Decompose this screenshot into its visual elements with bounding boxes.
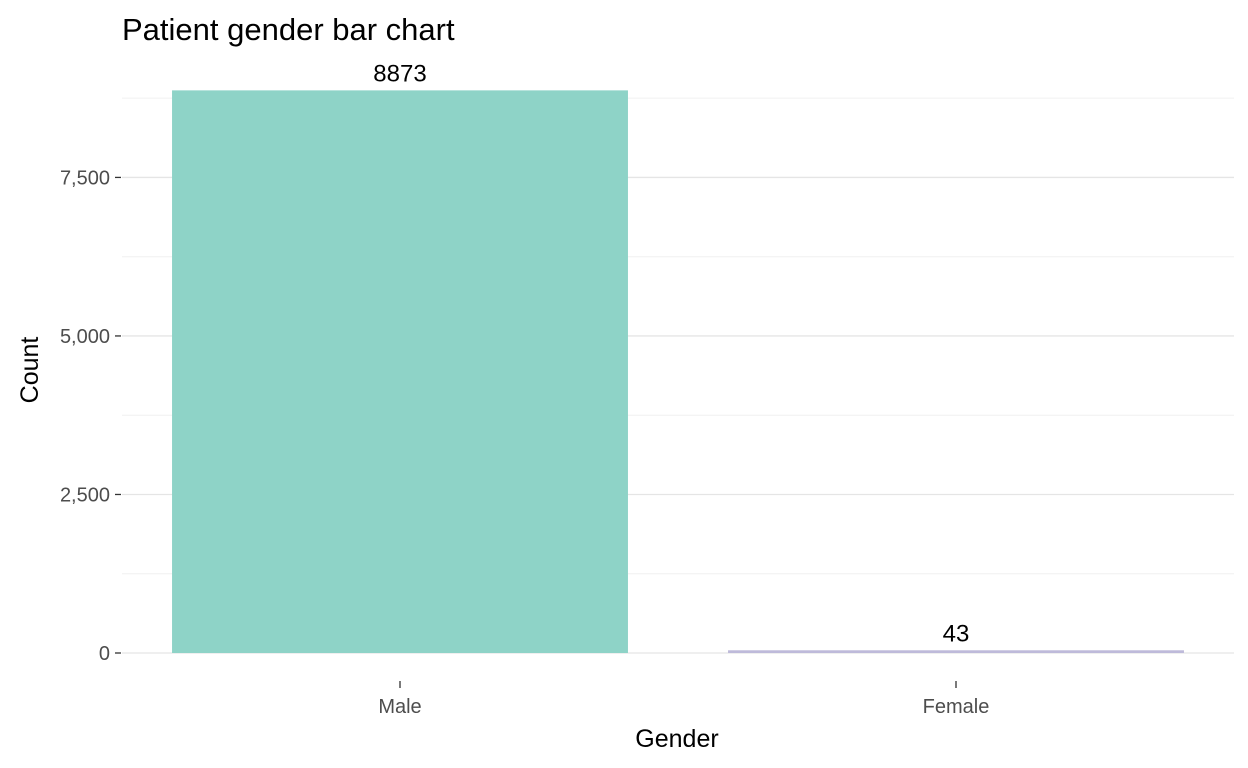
- y-tick-label: 2,500: [60, 484, 110, 506]
- x-tick-label: Male: [378, 696, 421, 718]
- x-axis-title: Gender: [635, 725, 718, 753]
- y-axis: 0 2,500 5,000 7,500: [60, 167, 121, 665]
- y-tick-label: 5,000: [60, 326, 110, 348]
- x-tick-label: Female: [923, 696, 990, 718]
- data-labels: 8873 43: [373, 60, 969, 647]
- bars: [172, 90, 1184, 654]
- y-tick-label: 7,500: [60, 167, 110, 189]
- bar-female: [728, 650, 1184, 653]
- y-tick-label: 0: [99, 643, 110, 665]
- x-axis: Male Female: [378, 681, 989, 718]
- bar-male: [172, 90, 628, 654]
- chart-title: Patient gender bar chart: [122, 12, 455, 47]
- data-label-male: 8873: [373, 60, 426, 87]
- y-axis-title: Count: [16, 337, 44, 404]
- data-label-female: 43: [943, 620, 970, 647]
